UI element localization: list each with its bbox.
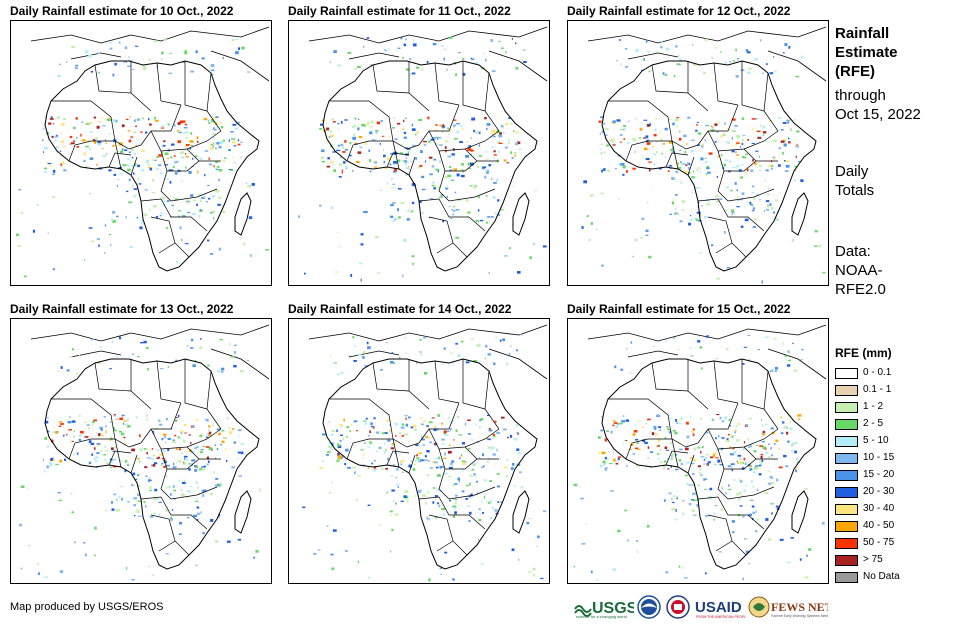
data-line-1: Data: [835, 243, 871, 260]
europe-coastline [30, 324, 270, 380]
svg-text:FROM THE AMERICAN PEOPLE: FROM THE AMERICAN PEOPLE [696, 615, 746, 619]
panel-title-5: Daily Rainfall estimate for 14 Oct., 202… [288, 302, 512, 316]
legend-label: 0.1 - 1 [863, 384, 892, 395]
fewsnet-logo-text: FEWS NET [771, 600, 828, 614]
madagascar [234, 192, 252, 236]
country-borders [51, 359, 222, 556]
legend-label: 15 - 20 [863, 469, 895, 480]
totals-line-2: Totals [835, 182, 875, 199]
rainfall-overlay [302, 334, 547, 582]
legend-label: No Data [863, 571, 900, 582]
panel-title-1: Daily Rainfall estimate for 10 Oct., 202… [10, 4, 234, 18]
heading-line-1: Rainfall [835, 25, 890, 42]
totals-line-1: Daily [835, 163, 869, 180]
usaid-seal [666, 594, 692, 620]
country-borders [51, 61, 222, 258]
legend-swatch [835, 572, 858, 583]
heading-line-3: (RFE) [835, 63, 875, 80]
heading-line-2: Estimate [835, 44, 898, 61]
sidebar-totals: Daily Totals [835, 162, 874, 200]
legend-swatch [835, 521, 858, 532]
africa-landmass [45, 359, 259, 569]
madagascar [512, 490, 530, 534]
legend-swatch [835, 436, 858, 447]
africa-landmass [323, 359, 537, 569]
africa-coastline [601, 60, 817, 272]
europe-coastline [308, 26, 548, 82]
legend-label: 1 - 2 [863, 401, 884, 412]
madagascar [791, 490, 809, 534]
usgs-logo-text: USGS [592, 600, 634, 617]
legend-swatch [835, 538, 858, 549]
rainfall-overlay [573, 335, 825, 581]
country-borders [608, 61, 779, 258]
legend-label: 2 - 5 [863, 418, 884, 429]
noaa-seal [637, 594, 663, 620]
legend-title: RFE (mm) [835, 346, 892, 360]
madagascar [234, 490, 252, 534]
panel-title-4: Daily Rainfall estimate for 13 Oct., 202… [10, 302, 234, 316]
legend-swatch [835, 487, 858, 498]
africa-coastline [44, 60, 260, 272]
sidebar-data-source: Data: NOAA- RFE2.0 [835, 242, 886, 299]
madagascar [512, 192, 530, 236]
panel-title-6: Daily Rainfall estimate for 15 Oct., 202… [567, 302, 791, 316]
legend-label: 40 - 50 [863, 520, 895, 531]
rainfall-overlay [16, 38, 270, 278]
sidebar-through: through Oct 15, 2022 [835, 86, 921, 124]
europe-coastline [587, 324, 827, 380]
africa-coastline [601, 358, 817, 570]
africa-coastline [322, 358, 538, 570]
map-panel-6 [567, 318, 829, 584]
through-line-2: Oct 15, 2022 [835, 106, 921, 123]
legend-swatch [835, 555, 858, 566]
rainfall-overlay [298, 36, 547, 282]
legend-label: 20 - 30 [863, 486, 895, 497]
svg-text:Famine Early Warning Systems N: Famine Early Warning Systems Network [771, 614, 828, 618]
map-panel-4 [10, 318, 272, 584]
legend-label: 5 - 10 [863, 435, 889, 446]
panel-title-2: Daily Rainfall estimate for 11 Oct., 202… [288, 4, 511, 18]
legend-swatch [835, 453, 858, 464]
usaid-logo-text: USAID [695, 599, 742, 616]
map-panel-5 [288, 318, 550, 584]
usgs-logo: USGS science for a changing world [574, 594, 634, 620]
map-panel-2 [288, 20, 550, 286]
legend-swatch [835, 504, 858, 515]
legend-label: 10 - 15 [863, 452, 895, 463]
logo-strip: USGS science for a changing world USAID … [574, 594, 829, 620]
legend-swatch [835, 368, 858, 379]
africa-coastline [322, 60, 538, 272]
through-line-1: through [835, 87, 886, 104]
africa-coastline [44, 358, 260, 570]
legend-swatch [835, 402, 858, 413]
legend-label: > 75 [863, 554, 883, 565]
legend-swatch [835, 385, 858, 396]
map-panel-1 [10, 20, 272, 286]
fewsnet-logo: FEWS NET Famine Early Warning Systems Ne… [748, 594, 828, 620]
country-borders [329, 359, 500, 556]
panel-title-3: Daily Rainfall estimate for 12 Oct., 202… [567, 4, 791, 18]
europe-coastline [30, 26, 270, 82]
svg-text:science for a changing world: science for a changing world [576, 614, 627, 619]
map-panel-3 [567, 20, 829, 286]
legend-label: 30 - 40 [863, 503, 895, 514]
africa-landmass [602, 359, 816, 569]
country-borders [608, 359, 779, 556]
legend-label: 50 - 75 [863, 537, 895, 548]
legend-label: 0 - 0.1 [863, 367, 892, 378]
africa-landmass [45, 61, 259, 271]
usaid-logo: USAID FROM THE AMERICAN PEOPLE [694, 594, 746, 620]
legend-swatch [835, 419, 858, 430]
madagascar [791, 192, 809, 236]
credit-text: Map produced by USGS/EROS [10, 601, 164, 613]
sidebar-heading: Rainfall Estimate (RFE) [835, 24, 898, 81]
country-borders [329, 61, 500, 258]
europe-coastline [587, 26, 827, 82]
data-line-2: NOAA- [835, 262, 883, 279]
africa-landmass [323, 61, 537, 271]
data-line-3: RFE2.0 [835, 281, 886, 298]
legend-swatch [835, 470, 858, 481]
